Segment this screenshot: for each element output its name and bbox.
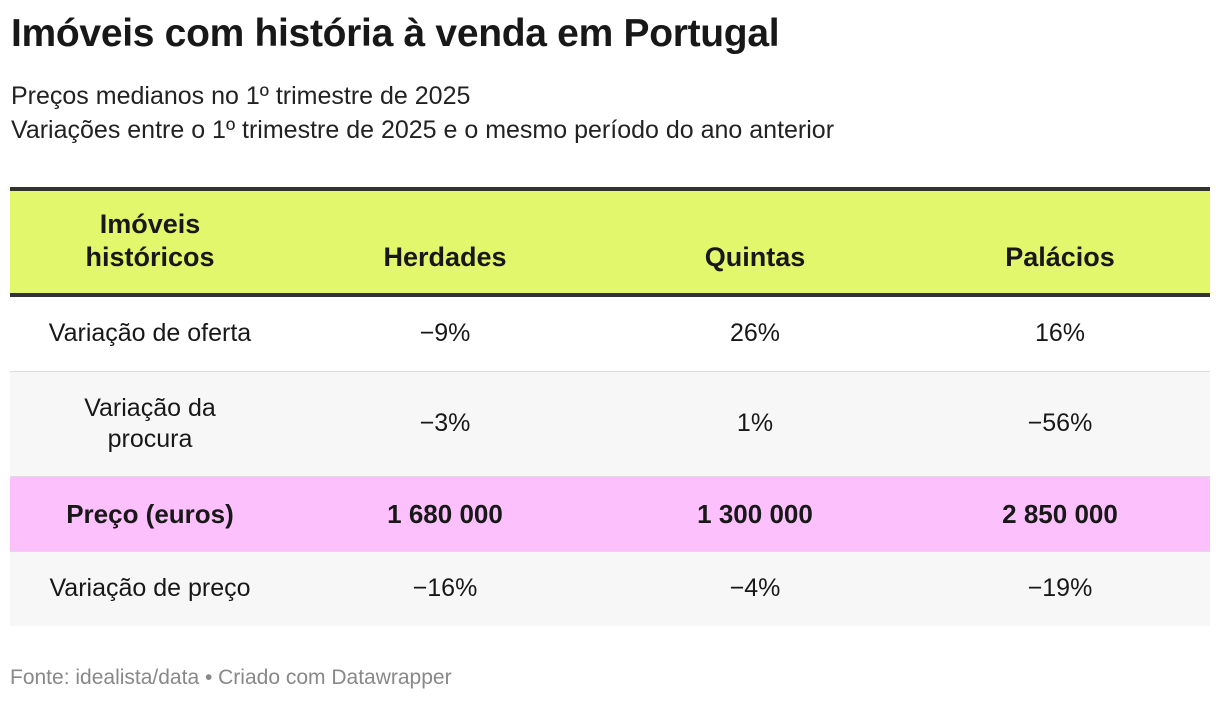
table-cell: −9% (290, 295, 600, 372)
table-row: Variação de oferta −9% 26% 16% (10, 295, 1210, 372)
table-row: Variação da procura −3% 1% −56% (10, 371, 1210, 477)
column-header-quintas[interactable]: Quintas (600, 187, 910, 297)
chart-subtitle-line1: Preços medianos no 1º trimestre de 2025 (11, 82, 471, 110)
table-cell: 16% (910, 295, 1210, 372)
column-header-category[interactable]: Imóveis históricos (10, 187, 290, 297)
row-label: Variação da procura (10, 371, 290, 477)
table-cell: −56% (910, 371, 1210, 477)
source-footer: Fonte: idealista/data • Criado com Dataw… (10, 666, 452, 689)
row-label: Variação de preço (10, 551, 290, 626)
table-cell: −4% (600, 551, 910, 626)
table-cell: 1 300 000 (600, 476, 910, 552)
table-cell: 2 850 000 (910, 476, 1210, 552)
table-row: Variação de preço −16% −4% −19% (10, 551, 1210, 626)
chart-title: Imóveis com história à venda em Portugal (11, 12, 780, 55)
column-header-palacios[interactable]: Palácios (910, 187, 1210, 297)
table-row-highlighted: Preço (euros) 1 680 000 1 300 000 2 850 … (10, 476, 1210, 552)
row-label: Variação de oferta (10, 295, 290, 372)
column-header-herdades[interactable]: Herdades (290, 187, 600, 297)
chart-subtitle-line2: Variações entre o 1º trimestre de 2025 e… (11, 116, 835, 144)
table-cell: −16% (290, 551, 600, 626)
table-cell: 26% (600, 295, 910, 372)
table-cell: 1 680 000 (290, 476, 600, 552)
table-cell: 1% (600, 371, 910, 477)
table-cell: −19% (910, 551, 1210, 626)
row-label-text: Variação da procura (84, 393, 216, 453)
data-table: Imóveis históricos Herdades Quintas Palá… (10, 187, 1210, 626)
table-cell: −3% (290, 371, 600, 477)
column-header-category-label: Imóveis históricos (85, 209, 215, 272)
row-label: Preço (euros) (10, 476, 290, 552)
table-header-row: Imóveis históricos Herdades Quintas Palá… (10, 187, 1210, 297)
